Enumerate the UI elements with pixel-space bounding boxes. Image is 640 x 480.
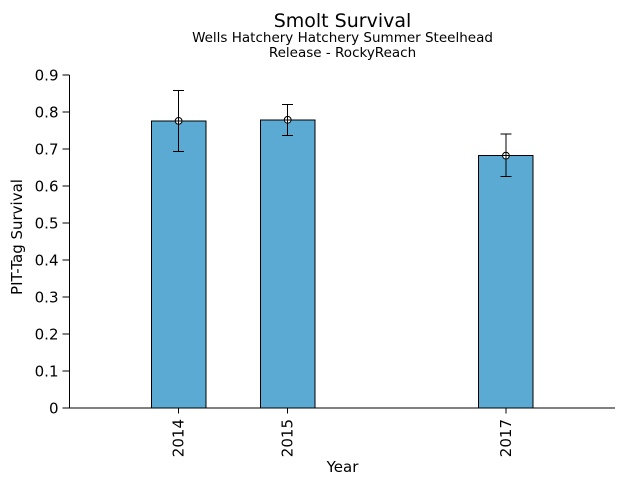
chart-subtitle-line2: Release - RockyReach xyxy=(268,45,417,61)
y-tick-label: 0.9 xyxy=(35,66,59,84)
y-tick-label: 0.4 xyxy=(35,251,59,269)
bar xyxy=(259,119,316,409)
bar xyxy=(478,155,534,409)
y-axis-label: PIT-Tag Survival xyxy=(8,179,26,295)
x-tick-label: 2015 xyxy=(279,419,297,457)
bar xyxy=(150,120,207,409)
y-tick-label: 0.6 xyxy=(35,177,59,195)
y-tick-label: 0.5 xyxy=(35,214,59,232)
y-tick-label: 0.8 xyxy=(35,103,59,121)
y-tick-label: 0 xyxy=(49,399,59,417)
y-tick-label: 0.7 xyxy=(35,140,59,158)
chart-subtitle-line1: Wells Hatchery Hatchery Summer Steelhead xyxy=(192,30,493,46)
chart-title: Smolt Survival xyxy=(273,10,412,32)
y-tick-label: 0.3 xyxy=(35,288,59,306)
x-tick-label: 2017 xyxy=(497,419,515,457)
y-tick-label: 0.1 xyxy=(35,362,59,380)
x-axis-label: Year xyxy=(326,458,359,476)
x-tick-label: 2014 xyxy=(170,419,188,457)
y-tick-label: 0.2 xyxy=(35,325,59,343)
